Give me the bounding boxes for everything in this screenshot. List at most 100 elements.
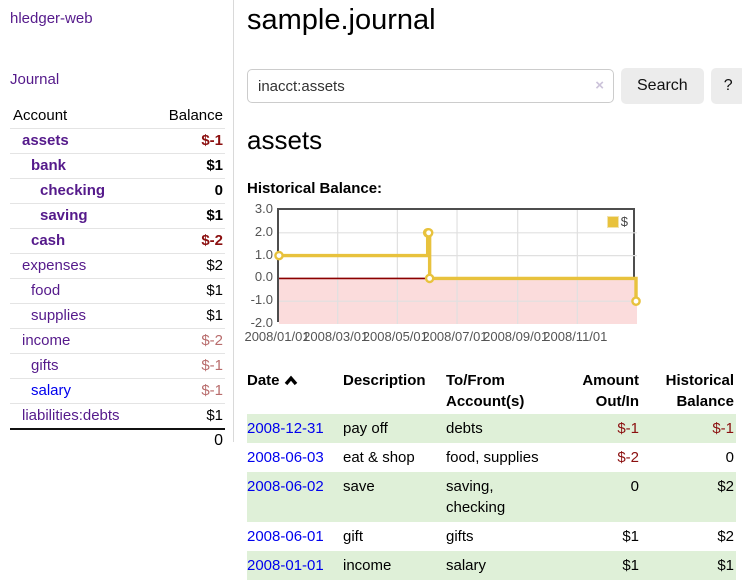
y-tick-label: 1.0 [254, 246, 273, 262]
transactions-header-row: Date Description To/From Account(s) Amou… [247, 368, 736, 414]
transaction-date-cell: 2008-06-01 [247, 522, 343, 551]
sidebar-item-journal[interactable]: Journal [10, 71, 60, 88]
account-row: expenses $2 [10, 253, 225, 279]
account-row: liabilities:debts $1 [10, 403, 225, 430]
legend-label: $ [620, 214, 628, 229]
app-title-link[interactable]: hledger-web [10, 10, 93, 27]
transaction-date-cell: 2008-01-01 [247, 551, 343, 580]
transaction-row: 2008-06-01 gift gifts $1 $2 [247, 522, 736, 551]
header-date[interactable]: Date [247, 368, 343, 414]
account-name-cell: supplies [10, 304, 150, 329]
sidebar-account-food[interactable]: food [31, 282, 61, 299]
transaction-balance: $-1 [641, 414, 736, 443]
account-balance: $-1 [201, 132, 223, 149]
accounts-total-row: 0 [10, 429, 225, 453]
sidebar-account-supplies[interactable]: supplies [31, 307, 87, 324]
sidebar-account-gifts[interactable]: gifts [31, 357, 59, 374]
header-amount: Amount Out/In [582, 372, 639, 410]
transaction-description: eat & shop [343, 449, 415, 466]
chart-canvas [274, 210, 641, 324]
account-balance: $-1 [201, 382, 223, 399]
transaction-date-link[interactable]: 2008-12-31 [247, 420, 324, 437]
header-accounts: To/From Account(s) [446, 372, 525, 410]
account-name-cell: assets [10, 129, 150, 154]
chart-legend: $ [606, 214, 628, 229]
transaction-accounts: salary [446, 551, 558, 580]
search-button[interactable]: Search [621, 68, 704, 104]
transaction-description: income [343, 551, 446, 580]
transaction-balance: 0 [725, 449, 734, 466]
account-row: cash $-2 [10, 228, 225, 254]
transaction-accounts: food, supplies [446, 449, 539, 466]
account-name-cell: gifts [10, 354, 150, 379]
account-name-cell: bank [10, 154, 150, 179]
transaction-balance: $2 [641, 472, 736, 522]
historical-balance-chart: $ 3.0 2.0 1.0 0.0 -1.0 -2.0 2008/01/01 2008/03… [244, 201, 727, 346]
header-description: Description [343, 372, 426, 389]
sidebar: hledger-web Journal Account Balance asse… [0, 0, 234, 580]
sidebar-account-bank[interactable]: bank [31, 157, 67, 174]
sidebar-account-checking[interactable]: checking [40, 182, 106, 199]
account-balance: $-2 [201, 232, 223, 249]
account-name-cell: salary [10, 379, 150, 404]
help-button[interactable]: ? [710, 68, 742, 104]
accounts-total-value: 0 [214, 432, 223, 449]
x-tick-label: 2008/05/01 [362, 329, 428, 344]
transaction-accounts: gifts [446, 528, 474, 545]
sidebar-account-expenses[interactable]: expenses [22, 257, 87, 274]
data-point-marker [423, 227, 434, 238]
transaction-date-cell: 2008-06-02 [247, 472, 343, 522]
y-tick-label: -1.0 [250, 292, 273, 308]
accounts-header-balance: Balance [168, 107, 223, 124]
account-balance: $1 [206, 307, 223, 324]
transaction-balance: $2 [717, 528, 734, 545]
account-row: supplies $1 [10, 303, 225, 329]
account-balance: 0 [214, 182, 223, 199]
sidebar-account-cash[interactable]: cash [31, 232, 66, 249]
transaction-date-link[interactable]: 2008-06-01 [247, 528, 324, 545]
x-tick-label: 2008/11/01 [543, 329, 608, 344]
transaction-accounts: debts [446, 414, 558, 443]
chart-title: Historical Balance: [247, 180, 383, 197]
sidebar-account-liabilities-debts[interactable]: liabilities:debts [22, 407, 120, 424]
sidebar-account-salary[interactable]: salary [31, 382, 72, 399]
data-point-marker [631, 296, 641, 306]
transaction-row: 2008-06-03 eat & shop food, supplies $-2 0 [247, 443, 736, 472]
legend-swatch-icon [606, 215, 619, 228]
account-name-cell: income [10, 329, 150, 354]
accounts-header-account: Account [13, 107, 68, 124]
sidebar-account-assets[interactable]: assets [22, 132, 69, 149]
transaction-date-cell: 2008-12-31 [247, 414, 343, 443]
account-name-cell: cash [10, 229, 150, 254]
sidebar-account-income[interactable]: income [22, 332, 71, 349]
transaction-amount: 0 [558, 472, 641, 522]
y-tick-label: 3.0 [254, 201, 273, 216]
page-title: sample.journal [247, 4, 436, 36]
sidebar-account-saving[interactable]: saving [40, 207, 88, 224]
transactions-body: 2008-12-31 pay off debts $-1 $-1 2008-06-03 ea… [247, 414, 736, 580]
transaction-date-link[interactable]: 2008-06-02 [247, 478, 324, 495]
y-tick-label: -2.0 [250, 315, 273, 330]
transaction-row: 2008-12-31 pay off debts $-1 $-1 [247, 414, 736, 443]
account-row: assets $-1 [10, 128, 225, 154]
transaction-amount: $-2 [617, 449, 639, 466]
sidebar-accounts-body: assets $-1 bank $1 checking 0 saving $1 cash $-2 e… [10, 128, 225, 430]
transaction-amount: $1 [558, 551, 641, 580]
account-row: salary $-1 [10, 378, 225, 404]
x-tick-label: 2008/07/01 [422, 329, 488, 344]
transaction-date-link[interactable]: 2008-01-01 [247, 557, 324, 574]
transaction-amount: $-1 [558, 414, 641, 443]
account-row: saving $1 [10, 203, 225, 229]
transaction-date-link[interactable]: 2008-06-03 [247, 449, 324, 466]
transaction-amount: $1 [622, 528, 639, 545]
transactions-table: Date Description To/From Account(s) Amou… [247, 368, 736, 580]
account-name-cell: food [10, 279, 150, 304]
y-tick-label: 2.0 [254, 223, 273, 239]
header-balance: Historical Balance [665, 372, 734, 410]
accounts-total-spacer [10, 429, 150, 453]
transaction-date-cell: 2008-06-03 [247, 443, 343, 472]
account-name-cell: saving [10, 204, 150, 229]
clear-search-icon[interactable]: × [595, 77, 604, 94]
transaction-accounts: saving, checking [446, 472, 558, 522]
search-input[interactable] [247, 69, 614, 103]
